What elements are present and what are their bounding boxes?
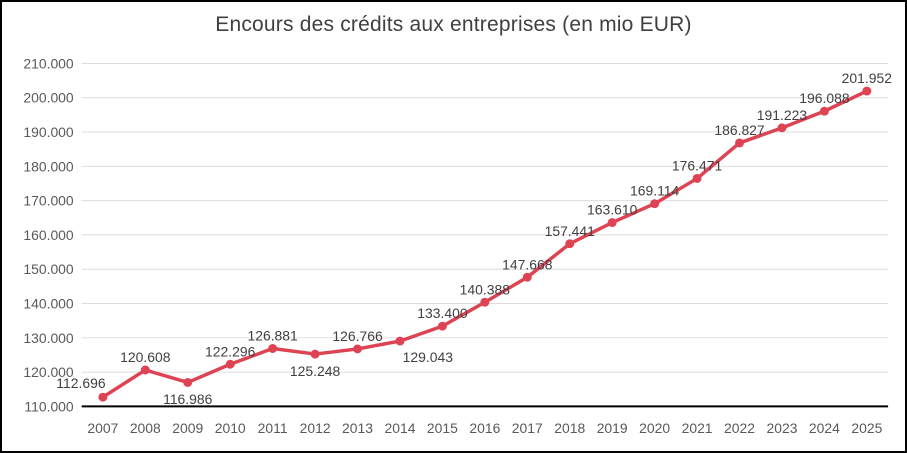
data-point-marker [819, 106, 829, 116]
data-point-label: 169.114 [630, 183, 680, 199]
data-point-marker [310, 349, 320, 359]
x-axis-tick-label: 2012 [300, 420, 331, 436]
data-point-label: 125.248 [290, 363, 341, 379]
data-point-marker [692, 173, 702, 183]
data-point-label: 191.223 [757, 107, 808, 123]
x-axis-tick-label: 2009 [172, 420, 203, 436]
data-point-marker [480, 297, 490, 307]
x-axis-tick-label: 2007 [87, 420, 118, 436]
data-point-marker [353, 344, 363, 354]
data-point-label: 201.952 [842, 70, 893, 86]
data-point-label: 147.668 [502, 256, 553, 272]
x-axis-tick-label: 2008 [130, 420, 161, 436]
data-point-marker [395, 336, 405, 346]
y-axis-tick-label: 140.000 [23, 295, 74, 311]
data-point-label: 176.471 [672, 158, 723, 174]
data-point-label: 157.441 [545, 223, 596, 239]
data-point-label: 163.610 [587, 202, 638, 218]
data-point-label: 129.043 [403, 349, 454, 365]
data-point-label: 133.400 [417, 305, 468, 321]
data-point-marker [140, 365, 150, 375]
x-axis-tick-label: 2021 [682, 420, 713, 436]
x-axis-tick-label: 2011 [258, 420, 288, 436]
x-axis-tick-label: 2014 [384, 420, 415, 436]
y-axis-tick-label: 190.000 [23, 124, 74, 140]
y-axis-tick-label: 210.000 [23, 55, 74, 71]
data-point-label: 122.296 [205, 343, 256, 359]
y-axis-tick-label: 120.000 [23, 364, 74, 380]
data-point-label: 112.696 [56, 375, 106, 391]
x-axis-tick-label: 2018 [554, 420, 585, 436]
x-axis-tick-label: 2016 [469, 420, 500, 436]
data-point-marker [650, 199, 660, 209]
x-axis-tick-label: 2025 [851, 420, 882, 436]
data-point-marker [735, 138, 745, 148]
y-axis-tick-label: 110.000 [24, 398, 74, 414]
data-point-label: 140.388 [460, 281, 511, 297]
data-point-label: 196.088 [799, 90, 850, 106]
data-point-marker [777, 123, 787, 133]
x-axis-tick-label: 2023 [766, 420, 797, 436]
y-axis-tick-label: 130.000 [23, 330, 74, 346]
data-point-marker [437, 321, 447, 331]
x-axis-tick-label: 2010 [215, 420, 246, 436]
x-axis-tick-label: 2015 [427, 420, 458, 436]
y-axis-tick-label: 170.000 [23, 193, 74, 209]
y-axis-tick-label: 180.000 [23, 158, 74, 174]
chart-title: Encours des crédits aux entreprises (en … [215, 13, 692, 36]
data-point-marker [268, 344, 278, 353]
y-axis-tick-label: 200.000 [23, 90, 74, 106]
x-axis-tick-label: 2017 [512, 420, 543, 436]
x-axis-tick-label: 2022 [724, 420, 755, 436]
data-point-marker [607, 218, 617, 228]
data-point-label: 126.881 [247, 328, 298, 344]
y-axis-tick-label: 160.000 [23, 227, 74, 243]
data-point-label: 186.827 [714, 122, 765, 138]
x-axis-tick-label: 2019 [597, 420, 628, 436]
y-axis-tick-label: 150.000 [23, 261, 74, 277]
x-axis-tick-label: 2020 [639, 420, 670, 436]
data-point-marker [98, 392, 108, 402]
x-axis-tick-label: 2024 [809, 420, 840, 436]
x-axis-tick-label: 2013 [342, 420, 373, 436]
data-point-label: 120.608 [120, 349, 171, 365]
data-point-marker [225, 359, 235, 369]
data-point-marker [565, 239, 575, 249]
data-point-marker [862, 86, 872, 96]
data-point-marker [522, 272, 532, 282]
data-point-label: 116.986 [163, 391, 213, 407]
data-point-label: 126.766 [332, 328, 383, 344]
data-point-marker [183, 377, 193, 387]
